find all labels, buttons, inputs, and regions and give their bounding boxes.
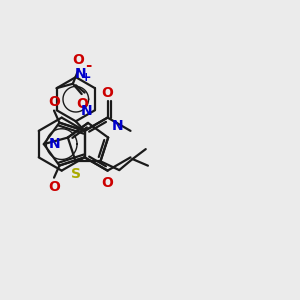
Text: O: O xyxy=(76,97,88,111)
Text: O: O xyxy=(102,86,113,100)
Text: O: O xyxy=(48,180,60,194)
Text: O: O xyxy=(102,176,113,190)
Text: N: N xyxy=(48,137,60,151)
Text: N: N xyxy=(112,119,123,133)
Text: N: N xyxy=(74,67,86,81)
Text: O: O xyxy=(48,94,60,109)
Text: S: S xyxy=(70,167,80,181)
Text: O: O xyxy=(72,53,84,67)
Text: N: N xyxy=(81,104,92,118)
Text: +: + xyxy=(81,71,92,84)
Text: -: - xyxy=(85,58,91,73)
